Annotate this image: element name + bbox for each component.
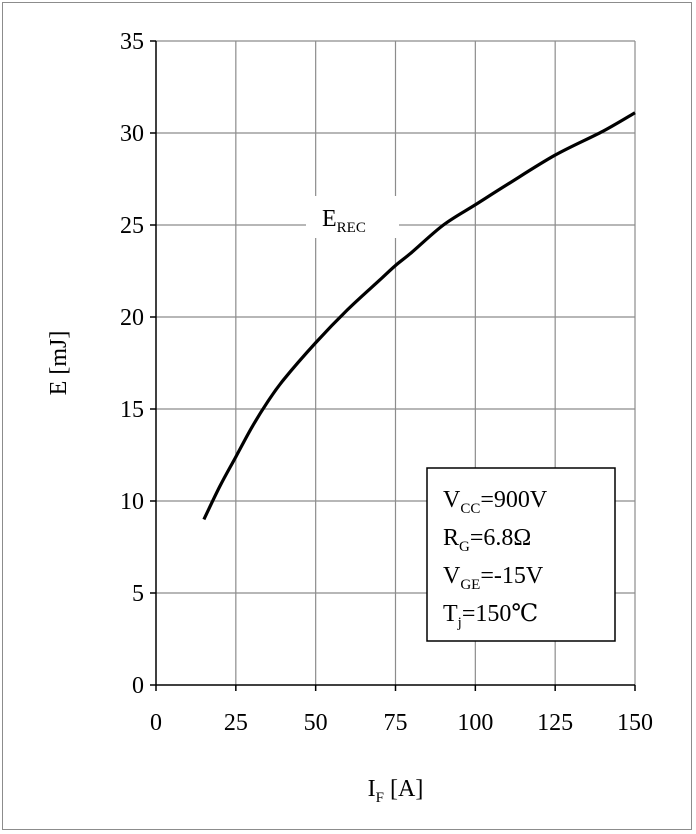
y-tick-label-10: 10 [120, 489, 144, 515]
x-tick-label-75: 75 [384, 710, 408, 736]
x-axis-label-subscript: F [376, 790, 384, 806]
tick-labels: 0 5 10 15 20 25 30 35 0 25 50 75 100 125 150 [120, 29, 653, 736]
x-tick-label-0: 0 [150, 710, 162, 736]
condition-symbol: R [443, 525, 459, 551]
condition-subscript: j [457, 615, 462, 631]
condition-subscript: GE [460, 577, 480, 593]
condition-symbol: T [443, 601, 458, 627]
condition-line-0: VCC=900V [443, 487, 548, 517]
x-tick-label-150: 150 [617, 710, 653, 736]
y-tick-label-0: 0 [132, 673, 144, 699]
x-axis-label-unit: [A] [384, 776, 423, 802]
condition-value: =900V [480, 487, 548, 513]
x-axis-label: IF [A] [368, 776, 424, 806]
y-tick-label-5: 5 [132, 581, 144, 607]
x-axis-label-main: I [368, 776, 376, 802]
condition-value: =150℃ [462, 601, 538, 627]
condition-line-1: RG=6.8Ω [443, 525, 531, 555]
y-tick-label-25: 25 [120, 213, 144, 239]
x-tick-label-25: 25 [224, 710, 248, 736]
y-tick-label-30: 30 [120, 121, 144, 147]
curve-label-background [306, 196, 399, 238]
condition-symbol: V [443, 487, 461, 513]
axes [150, 40, 636, 691]
y-axis-label: E [mJ] [46, 331, 72, 396]
series-label-subscript: REC [337, 220, 366, 236]
condition-subscript: CC [460, 501, 480, 517]
condition-value: =-15V [480, 563, 544, 589]
x-tick-label-50: 50 [304, 710, 328, 736]
condition-line-3: Tj=150℃ [443, 601, 538, 631]
condition-symbol: V [443, 563, 461, 589]
series-label-main: E [322, 206, 337, 232]
x-tick-label-125: 125 [537, 710, 573, 736]
test-conditions-border [426, 467, 616, 642]
y-tick-label-35: 35 [120, 29, 144, 55]
grid-lines [156, 40, 636, 685]
condition-value: =6.8Ω [470, 525, 531, 551]
y-tick-label-20: 20 [120, 305, 144, 331]
series-line-0 [202, 111, 636, 521]
y-tick-label-15: 15 [120, 397, 144, 423]
series-layer [202, 111, 636, 521]
series-label-erec: EREC [322, 206, 366, 236]
curve-label-bg-rect [306, 196, 399, 238]
x-tick-label-100: 100 [457, 710, 493, 736]
condition-line-2: VGE=-15V [443, 563, 544, 593]
line-chart: 0 5 10 15 20 25 30 35 0 25 50 75 100 125 150 E [mJ] IF… [46, 29, 653, 806]
condition-subscript: G [459, 539, 470, 555]
